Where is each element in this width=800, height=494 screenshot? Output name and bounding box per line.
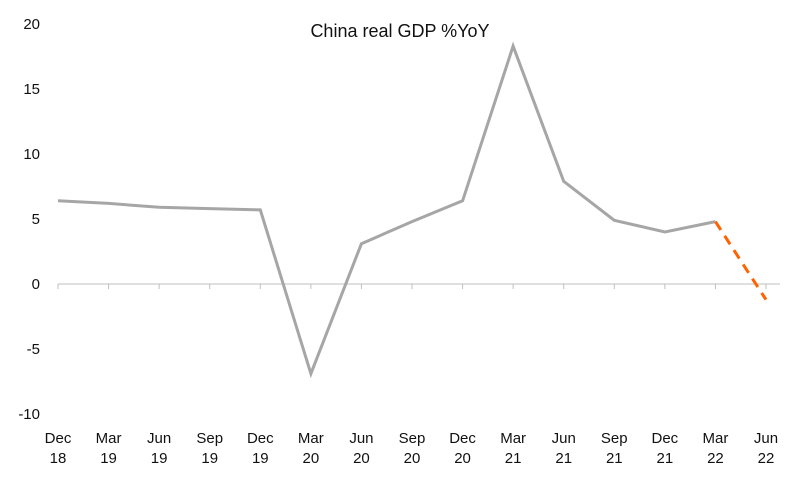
x-tick-label-month: Jun <box>754 430 778 447</box>
x-tick-label: Mar 20 <box>298 430 324 467</box>
x-tick-label: Sep 20 <box>399 430 426 467</box>
series-layer <box>57 41 768 379</box>
x-tick-label-year: 21 <box>657 450 674 467</box>
x-tick-label-year: 20 <box>353 450 370 467</box>
y-tick-label: 0 <box>32 276 40 293</box>
x-tick-label-year: 22 <box>707 450 724 467</box>
x-tick-label: Dec 19 <box>247 430 274 467</box>
x-tick-label-month: Sep <box>196 430 223 447</box>
x-axis-ticks: Dec 18 Mar 19 Jun 19 Sep 19 Dec 19 Mar 20 Jun 20 Sep 20… <box>45 284 778 467</box>
x-tick-label: Jun 20 <box>349 430 373 467</box>
x-tick-label: Sep 21 <box>601 430 628 467</box>
x-tick-label-year: 20 <box>303 450 320 467</box>
x-tick-label-month: Jun <box>349 430 373 447</box>
x-tick-label-month: Mar <box>500 430 526 447</box>
x-tick-label-month: Dec <box>45 430 72 447</box>
x-tick-label-year: 19 <box>252 450 269 467</box>
chart-title: China real GDP %YoY <box>310 21 489 41</box>
x-tick-label-year: 21 <box>505 450 522 467</box>
x-tick-label-month: Dec <box>449 430 476 447</box>
x-tick-label: Dec 18 <box>45 430 72 467</box>
x-tick-label-year: 19 <box>151 450 168 467</box>
x-tick-label-month: Mar <box>703 430 729 447</box>
y-tick-label: 10 <box>23 146 40 163</box>
forecast-line <box>714 220 768 301</box>
x-tick-label-month: Dec <box>247 430 274 447</box>
x-tick-label: Jun 21 <box>552 430 576 467</box>
x-tick-label-year: 20 <box>404 450 421 467</box>
x-tick-label-month: Sep <box>399 430 426 447</box>
x-tick-label-month: Sep <box>601 430 628 447</box>
y-tick-label: -10 <box>18 406 40 423</box>
x-tick-label: Jun 19 <box>147 430 171 467</box>
x-tick-label: Mar 22 <box>703 430 729 467</box>
x-tick-label: Dec 21 <box>652 430 679 467</box>
x-tick-label-month: Mar <box>96 430 122 447</box>
x-tick-label-year: 19 <box>201 450 218 467</box>
x-tick-label: Sep 19 <box>196 430 223 467</box>
x-tick-label: Jun 22 <box>754 430 778 467</box>
x-tick-label-month: Dec <box>652 430 679 447</box>
x-tick-label-year: 21 <box>606 450 623 467</box>
x-tick-label-month: Jun <box>147 430 171 447</box>
x-tick-label: Mar 21 <box>500 430 526 467</box>
y-tick-label: 5 <box>32 211 40 228</box>
y-tick-label: 15 <box>23 81 40 98</box>
gdp-series-line <box>57 41 716 379</box>
x-tick-label-year: 22 <box>758 450 775 467</box>
x-tick-label-year: 21 <box>555 450 572 467</box>
x-tick-label-month: Jun <box>552 430 576 447</box>
y-tick-label: 20 <box>23 16 40 33</box>
x-tick-label: Mar 19 <box>96 430 122 467</box>
x-tick-label-year: 20 <box>454 450 471 467</box>
y-tick-label: -5 <box>27 341 40 358</box>
x-tick-label: Dec 20 <box>449 430 476 467</box>
x-tick-label-month: Mar <box>298 430 324 447</box>
y-axis-ticks: 20 15 10 5 0 -5 -10 <box>18 16 40 423</box>
x-tick-label-year: 18 <box>50 450 67 467</box>
x-tick-label-year: 19 <box>100 450 117 467</box>
